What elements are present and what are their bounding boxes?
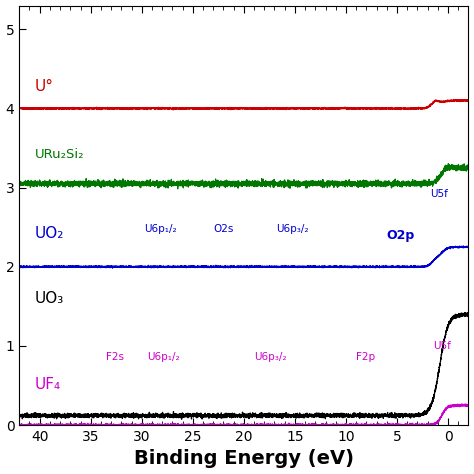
Text: O2s: O2s [213,224,234,234]
Text: U6p₃/₂: U6p₃/₂ [254,352,287,362]
Text: U6p₁/₂: U6p₁/₂ [144,224,176,234]
Text: U°: U° [35,79,54,94]
Text: O2p: O2p [387,229,415,242]
Text: UO₂: UO₂ [35,226,64,241]
Text: F2s: F2s [106,352,124,362]
Text: U5f: U5f [433,341,451,351]
Text: U6p₁/₂: U6p₁/₂ [147,352,180,362]
Text: UO₃: UO₃ [35,291,64,306]
Text: URu₂Si₂: URu₂Si₂ [35,148,84,161]
Text: U5f: U5f [429,189,447,199]
Text: U6p₃/₂: U6p₃/₂ [276,224,309,234]
X-axis label: Binding Energy (eV): Binding Energy (eV) [134,449,354,468]
Text: F2p: F2p [356,352,375,362]
Text: UF₄: UF₄ [35,377,61,392]
